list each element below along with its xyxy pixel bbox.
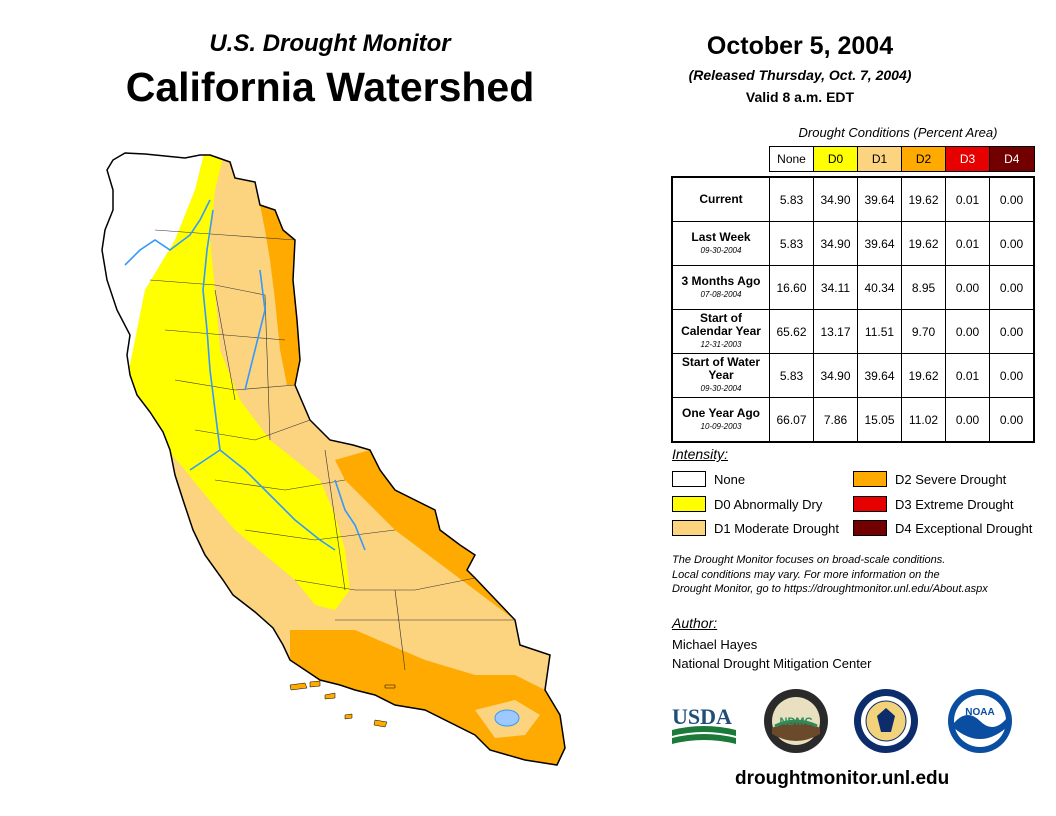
website-link[interactable]: droughtmonitor.unl.edu [735, 768, 950, 789]
sub-basin-boundaries [149, 229, 515, 671]
cell-d3: 0.00 [945, 309, 990, 354]
valid-time: Valid 8 a.m. EDT [745, 89, 855, 105]
map-title: California Watershed [125, 64, 535, 110]
cell-d3: 0.01 [945, 221, 990, 266]
cell-d2: 19.62 [901, 221, 946, 266]
d2-region-northeast [260, 205, 300, 385]
cell-d1: 15.05 [857, 397, 902, 443]
cell-none: 5.83 [769, 353, 814, 398]
cell-d2: 19.62 [901, 176, 946, 222]
col-header-d3: D3 [945, 146, 990, 172]
cell-d1: 11.51 [857, 309, 902, 354]
cell-d4: 0.00 [989, 309, 1035, 354]
legend-swatch [853, 496, 887, 512]
cell-d4: 0.00 [989, 397, 1035, 443]
cell-d4: 0.00 [989, 221, 1035, 266]
cell-d1: 40.34 [857, 265, 902, 310]
row-label: Last Week 09-30-2004 [671, 221, 770, 266]
cell-d0: 34.90 [813, 353, 858, 398]
cell-none: 16.60 [769, 265, 814, 310]
cell-d2: 11.02 [901, 397, 946, 443]
row-label: One Year Ago 10-09-2003 [671, 397, 770, 443]
svg-text:NDMC: NDMC [780, 716, 813, 728]
legend-swatch [672, 471, 706, 487]
svg-text:USDA: USDA [672, 704, 732, 729]
col-header-d0: D0 [813, 146, 858, 172]
cell-d3: 0.00 [945, 265, 990, 310]
channel-islands [289, 680, 396, 728]
cell-d4: 0.00 [989, 265, 1035, 310]
col-header-d2: D2 [901, 146, 946, 172]
row-label: Start of Calendar Year 12-31-2003 [671, 309, 770, 354]
legend-swatch [853, 471, 887, 487]
table-row: Last Week 09-30-2004 5.83 34.90 39.64 19.… [671, 221, 1035, 266]
watershed-outline [101, 152, 566, 766]
conditions-title: Drought Conditions (Percent Area) [798, 125, 998, 140]
legend-item-d3: D3 Extreme Drought [853, 496, 1014, 512]
cell-d1: 39.64 [857, 353, 902, 398]
cell-none: 65.62 [769, 309, 814, 354]
cell-none: 5.83 [769, 176, 814, 222]
salton-sea [494, 709, 520, 727]
release-date: (Released Thursday, Oct. 7, 2004) [688, 67, 912, 83]
col-header-d4: D4 [989, 146, 1035, 172]
commerce-seal-logo [854, 689, 918, 753]
col-header-d1: D1 [857, 146, 902, 172]
cell-d2: 8.95 [901, 265, 946, 310]
cell-d0: 7.86 [813, 397, 858, 443]
cell-d0: 13.17 [813, 309, 858, 354]
rivers [124, 199, 366, 551]
legend-item-d4: D4 Exceptional Drought [853, 520, 1032, 536]
noaa-logo: NOAA [948, 689, 1012, 753]
cell-d4: 0.00 [989, 176, 1035, 222]
row-label: 3 Months Ago 07-08-2004 [671, 265, 770, 310]
cell-d1: 39.64 [857, 176, 902, 222]
table-row: Start of Calendar Year 12-31-2003 65.62 1… [671, 309, 1035, 354]
map-subtitle: U.S. Drought Monitor [209, 30, 451, 57]
cell-d3: 0.00 [945, 397, 990, 443]
legend-item-none: None [672, 471, 745, 487]
cell-d3: 0.01 [945, 176, 990, 222]
col-header-none: None [769, 146, 814, 172]
cell-d2: 19.62 [901, 353, 946, 398]
table-row: Current 5.83 34.90 39.64 19.62 0.01 0.00 [671, 176, 1035, 222]
legend-item-d2: D2 Severe Drought [853, 471, 1006, 487]
d0-region [125, 153, 350, 610]
disclaimer-note: The Drought Monitor focuses on broad-sca… [672, 554, 988, 595]
d2-region-east [335, 450, 515, 620]
cell-d2: 9.70 [901, 309, 946, 354]
cell-d3: 0.01 [945, 353, 990, 398]
map-date: October 5, 2004 [706, 32, 894, 60]
author-title: Author: [672, 615, 718, 631]
legend-swatch [672, 520, 706, 536]
cell-d0: 34.90 [813, 176, 858, 222]
table-row: 3 Months Ago 07-08-2004 16.60 34.11 40.34… [671, 265, 1035, 310]
legend-title: Intensity: [672, 446, 729, 462]
table-row: One Year Ago 10-09-2003 66.07 7.86 15.05 … [671, 397, 1035, 443]
drought-map [101, 152, 566, 766]
author-name: Michael Hayes [672, 637, 758, 652]
cell-d4: 0.00 [989, 353, 1035, 398]
legend-swatch [853, 520, 887, 536]
cell-none: 66.07 [769, 397, 814, 443]
usda-logo: USDA [672, 704, 736, 744]
row-label: Start of Water Year 09-30-2004 [671, 353, 770, 398]
table-row: Start of Water Year 09-30-2004 5.83 34.90… [671, 353, 1035, 398]
legend-swatch [672, 496, 706, 512]
conditions-table: None D0 D1 D2 D3 D4 Current 5.83 34.90 3… [671, 146, 1035, 443]
cell-d1: 39.64 [857, 221, 902, 266]
ndmc-logo: NDMC [764, 689, 828, 753]
cell-d0: 34.11 [813, 265, 858, 310]
svg-text:NOAA: NOAA [965, 707, 994, 718]
cell-d0: 34.90 [813, 221, 858, 266]
legend-item-d1: D1 Moderate Drought [672, 520, 839, 536]
row-label: Current [671, 176, 770, 222]
cell-none: 5.83 [769, 221, 814, 266]
author-organization: National Drought Mitigation Center [672, 656, 872, 671]
legend-item-d0: D0 Abnormally Dry [672, 496, 822, 512]
